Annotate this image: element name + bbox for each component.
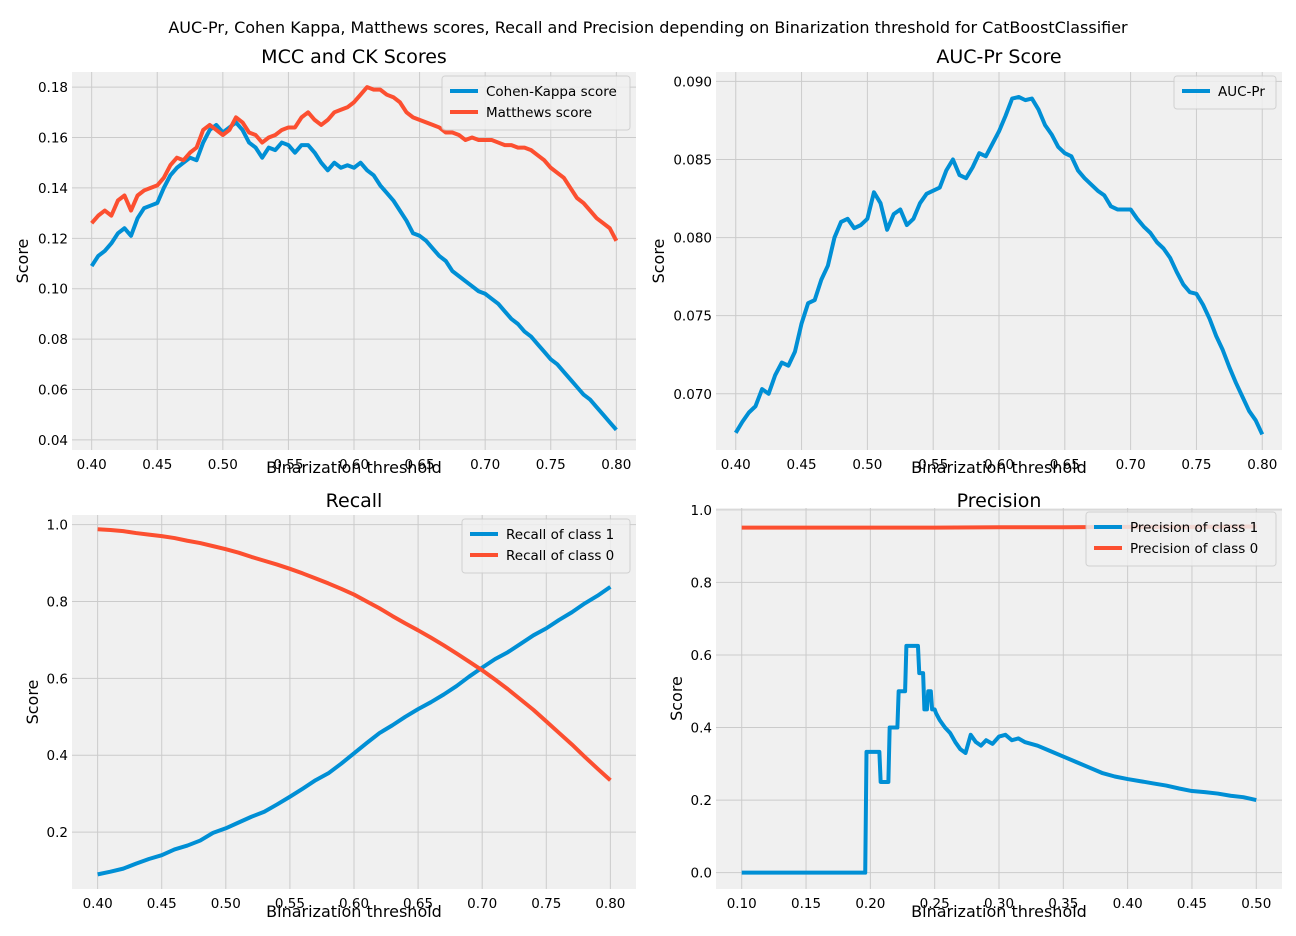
legend-box: [1173, 75, 1277, 110]
y-tick-label: 0.4: [691, 721, 712, 737]
y-tick-label: 0.8: [691, 575, 712, 591]
y-tick-label: 0.18: [38, 80, 68, 96]
x-tick-label: 0.65: [403, 896, 433, 912]
legend-label: Cohen-Kappa score: [486, 84, 617, 100]
y-tick-label: 0.090: [673, 74, 712, 90]
legend-label: Precision of class 0: [1130, 541, 1258, 557]
chart-title: MCC and CK Scores: [261, 46, 447, 68]
x-tick-label: 0.40: [77, 457, 107, 473]
y-tick-label: 0.08: [38, 332, 68, 348]
x-tick-label: 0.65: [405, 457, 435, 473]
y-tick-label: 0.04: [38, 433, 68, 449]
legend-box: [1085, 511, 1277, 567]
x-tick-label: 0.75: [1181, 457, 1211, 473]
x-tick-label: 0.50: [852, 457, 882, 473]
x-tick-label: 0.60: [984, 457, 1014, 473]
series-line-1: [97, 585, 612, 877]
x-tick-label: 0.45: [787, 457, 817, 473]
y-axis-label: Score: [13, 239, 32, 284]
y-tick-label: 0.12: [38, 231, 68, 247]
x-tick-label: 0.40: [1113, 896, 1143, 912]
x-tick-label: 0.70: [1116, 457, 1146, 473]
series-line-1: [741, 643, 1257, 875]
legend-label: Recall of class 1: [506, 527, 614, 543]
y-tick-label: 0.8: [47, 594, 68, 610]
x-tick-label: 0.60: [339, 457, 369, 473]
y-tick-label: 0.10: [38, 282, 68, 298]
x-tick-label: 0.55: [275, 896, 305, 912]
x-tick-label: 0.45: [1177, 896, 1207, 912]
x-tick-label: 0.30: [984, 896, 1014, 912]
x-tick-label: 0.80: [1247, 457, 1277, 473]
x-tick-label: 0.35: [1048, 896, 1078, 912]
y-tick-label: 0.085: [673, 152, 712, 168]
x-tick-label: 0.55: [918, 457, 948, 473]
x-tick-label: 0.50: [211, 896, 241, 912]
legend: Precision of class 1 Precision of class 0: [1085, 511, 1277, 567]
x-tick-label: 0.40: [83, 896, 113, 912]
y-axis-label: Score: [23, 680, 42, 725]
chart-panel-1: 0.40 0.45 0.50 0.55 0.60 0.65 0.70 0.75 0.80 0.04…: [13, 46, 636, 477]
y-tick-label: 0.075: [673, 309, 712, 325]
x-tick-label: 0.80: [601, 457, 631, 473]
x-axis-label: Binarization threshold: [266, 902, 442, 921]
y-tick-label: 1.0: [691, 503, 712, 519]
chart-panel-3: 0.40 0.45 0.50 0.55 0.60 0.65 0.70 0.75 0.80 0.2 0…: [23, 490, 636, 921]
y-tick-label: 0.4: [47, 748, 68, 764]
x-tick-label: 0.15: [791, 896, 821, 912]
chart-title: Precision: [957, 490, 1042, 512]
chart-title: AUC-Pr Score: [936, 46, 1061, 68]
y-tick-label: 0.6: [691, 648, 712, 664]
x-tick-label: 0.45: [147, 896, 177, 912]
series-line-2: [90, 85, 619, 242]
x-axis-label: Binarization threshold: [266, 458, 442, 477]
y-tick-label: 0.06: [38, 383, 68, 399]
y-tick-label: 0.080: [673, 231, 712, 247]
y-tick-label: 0.16: [38, 131, 68, 147]
series-line-2: [97, 527, 612, 782]
y-tick-label: 0.070: [673, 387, 712, 403]
y-tick-label: 0.2: [691, 793, 712, 809]
x-tick-label: 0.55: [273, 457, 303, 473]
series-line-1: [734, 94, 1265, 436]
x-tick-label: 0.75: [536, 457, 566, 473]
legend-box: [441, 75, 631, 131]
y-tick-label: 0.0: [691, 866, 712, 882]
x-tick-label: 0.45: [142, 457, 172, 473]
x-tick-label: 0.40: [721, 457, 751, 473]
x-tick-label: 0.50: [1241, 896, 1271, 912]
y-axis-label: Score: [667, 676, 686, 721]
x-tick-label: 0.80: [595, 896, 625, 912]
legend: AUC-Pr: [1173, 75, 1277, 110]
x-tick-label: 0.70: [470, 457, 500, 473]
figure-suptitle: AUC-Pr, Cohen Kappa, Matthews scores, Re…: [168, 18, 1128, 37]
legend-label: Matthews score: [486, 105, 592, 121]
x-axis-label: Binarization threshold: [911, 458, 1087, 477]
chart-panel-2: 0.40 0.45 0.50 0.55 0.60 0.65 0.70 0.75 0.80 0.07…: [649, 46, 1282, 477]
legend-label: Recall of class 0: [506, 548, 614, 564]
y-tick-label: 0.2: [47, 825, 68, 841]
legend-box: [461, 518, 631, 574]
y-tick-label: 0.14: [38, 181, 68, 197]
x-tick-label: 0.60: [339, 896, 369, 912]
x-tick-label: 0.75: [531, 896, 561, 912]
y-axis-label: Score: [649, 239, 668, 284]
x-tick-label: 0.70: [467, 896, 497, 912]
x-axis-label: Binarization threshold: [911, 902, 1087, 921]
legend-label: AUC-Pr: [1218, 84, 1265, 100]
y-tick-label: 1.0: [47, 518, 68, 534]
series-line-1: [89, 120, 618, 432]
x-tick-label: 0.25: [920, 896, 950, 912]
x-tick-label: 0.65: [1050, 457, 1080, 473]
chart-panel-4: 0.10 0.15 0.20 0.25 0.30 0.35 0.40 0.45 0.50 0.0 0…: [667, 490, 1282, 921]
y-tick-label: 0.6: [47, 671, 68, 687]
legend-label: Precision of class 1: [1130, 520, 1258, 536]
chart-title: Recall: [326, 490, 383, 512]
legend: Recall of class 1 Recall of class 0: [461, 518, 631, 574]
x-tick-label: 0.50: [208, 457, 238, 473]
legend: Cohen-Kappa score Matthews score: [441, 75, 631, 131]
x-tick-label: 0.20: [855, 896, 885, 912]
x-tick-label: 0.10: [727, 896, 757, 912]
